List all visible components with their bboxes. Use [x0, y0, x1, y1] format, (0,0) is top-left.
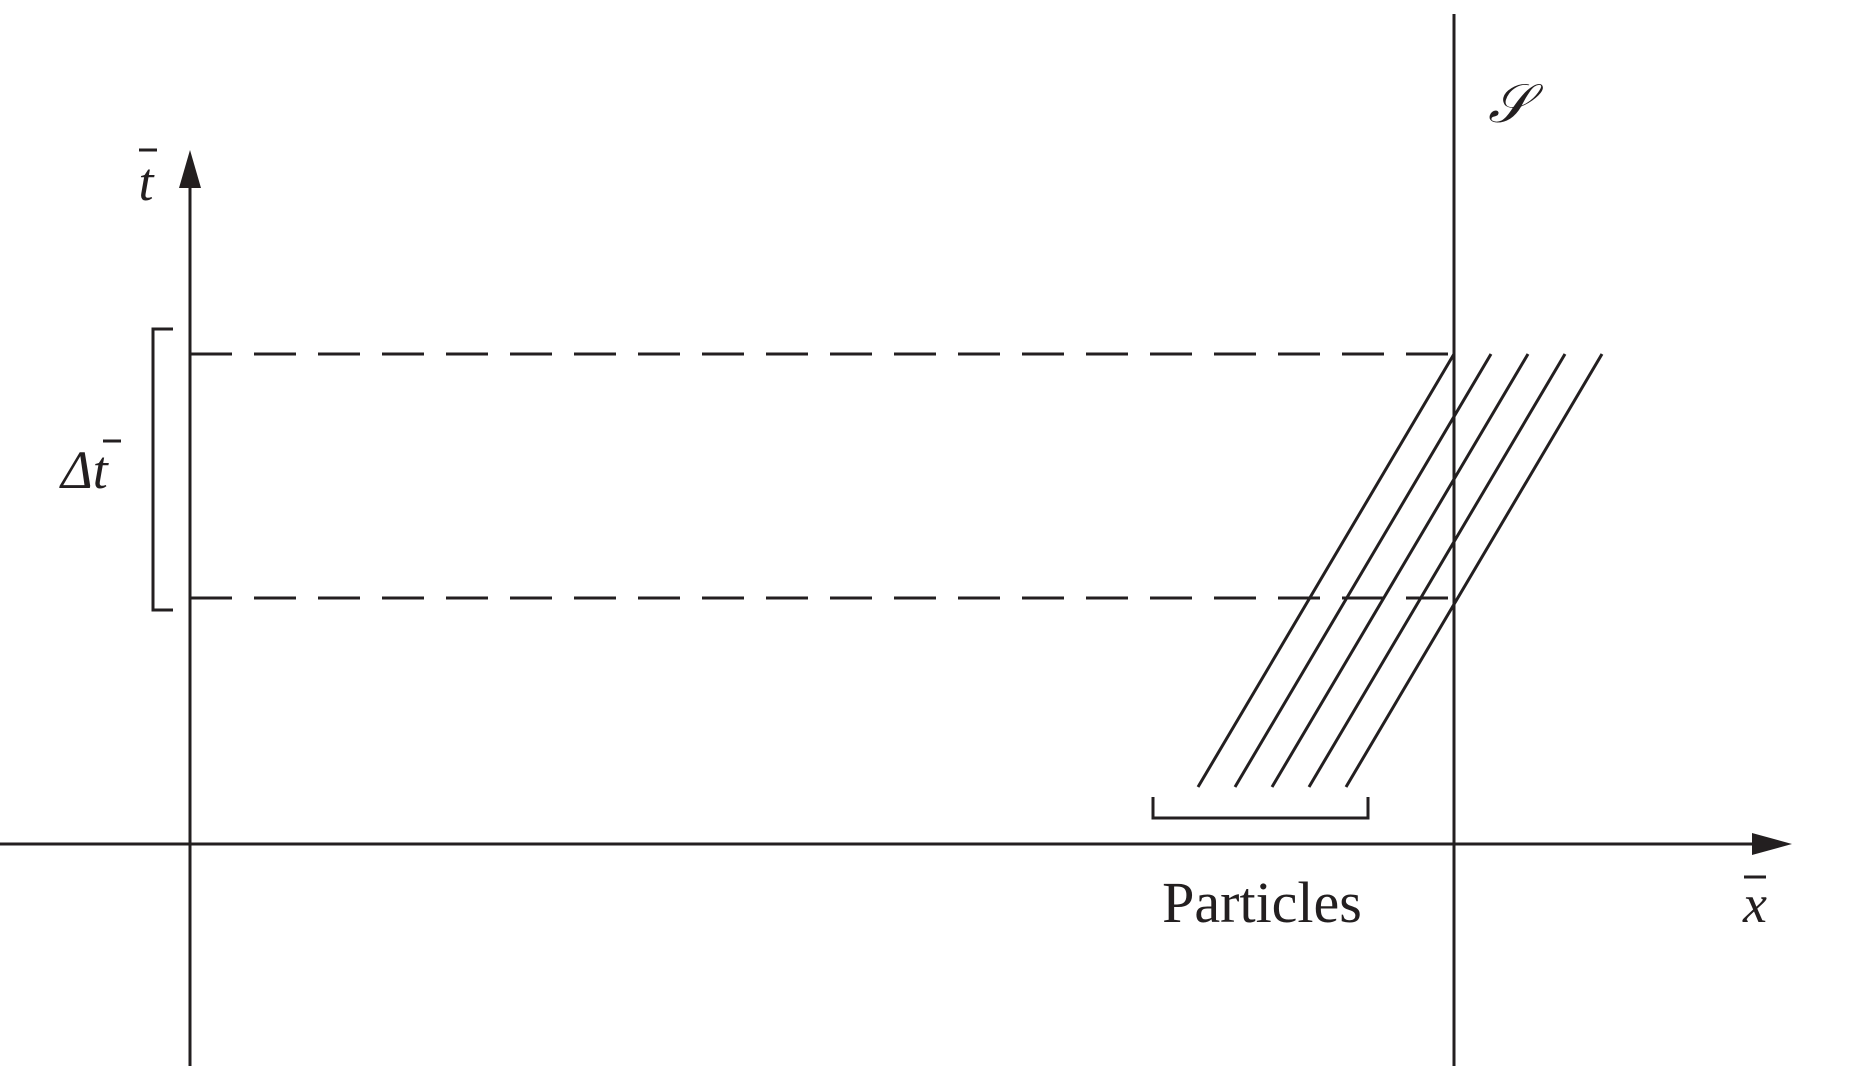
- x-axis-arrowhead: [1752, 833, 1792, 855]
- delta-t-bracket: [151, 327, 173, 612]
- t-axis-arrowhead: [179, 150, 201, 188]
- particle-worldline: [1270, 353, 1530, 788]
- particle-worldline: [1344, 353, 1604, 788]
- delta-t-label: Δt: [59, 440, 110, 500]
- particles-bracket: [1151, 797, 1370, 820]
- x-axis-label: x: [1742, 874, 1767, 934]
- t-axis-label: t: [138, 152, 155, 212]
- surface-label: 𝒮: [1488, 74, 1544, 134]
- particles-label: Particles: [1162, 870, 1362, 935]
- particle-worldline: [1196, 353, 1456, 788]
- particle-worldline: [1307, 353, 1567, 788]
- particle-worldline: [1233, 353, 1493, 788]
